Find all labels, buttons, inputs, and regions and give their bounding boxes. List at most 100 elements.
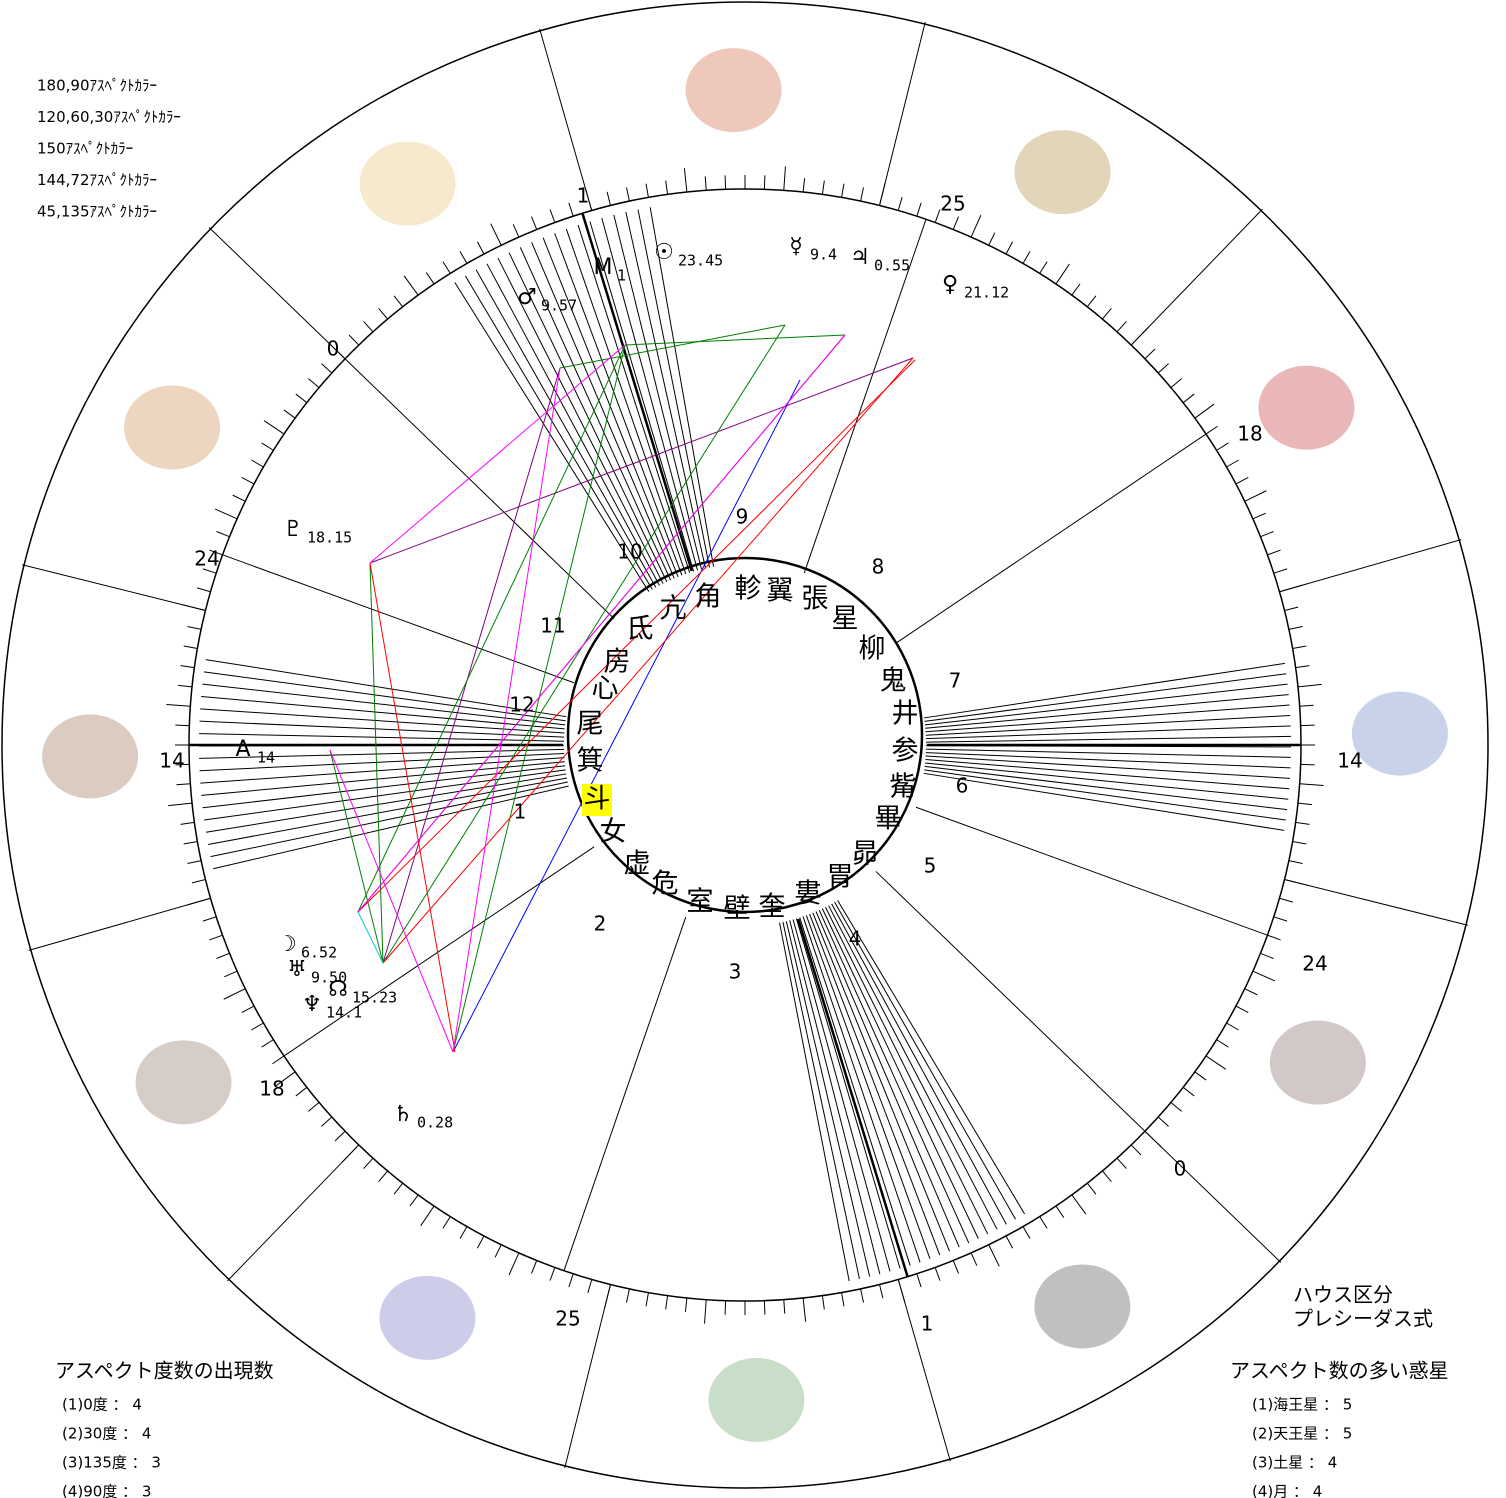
degree-tick bbox=[646, 184, 648, 198]
degree-tick bbox=[822, 181, 824, 195]
degree-tick bbox=[192, 880, 206, 883]
degree-tick bbox=[1245, 989, 1258, 995]
sign-boundary bbox=[227, 1145, 358, 1281]
degree-tick bbox=[626, 1289, 629, 1303]
planet-degree: 23.45 bbox=[678, 252, 723, 270]
fan-line bbox=[925, 695, 1288, 729]
sign-image bbox=[360, 142, 456, 226]
planet-degree: 0.28 bbox=[417, 1114, 453, 1132]
degree-tick bbox=[1006, 242, 1013, 254]
cusp-degree: 0 bbox=[1174, 1157, 1187, 1181]
chart: 180,90ｱｽﾍﾟｸﾄｶﾗｰ120,60,30ｱｽﾍﾟｸﾄｶﾗｰ150ｱｽﾍﾟ… bbox=[0, 0, 1506, 1498]
mansion: 壁 bbox=[724, 894, 751, 925]
planet-degree: 9.4 bbox=[810, 246, 837, 264]
fan-line bbox=[199, 745, 564, 746]
degree-tick bbox=[1261, 531, 1274, 536]
degree-tick bbox=[184, 842, 198, 844]
top-planets-title: アスペクト数の多い惑星 bbox=[1230, 1359, 1449, 1383]
degree-tick bbox=[1300, 784, 1324, 786]
house-number: 4 bbox=[849, 927, 862, 951]
degree-tick bbox=[1300, 705, 1314, 706]
fan-line bbox=[213, 786, 569, 869]
page: 180,90ｱｽﾍﾟｸﾄｶﾗｰ120,60,30ｱｽﾍﾟｸﾄｶﾗｰ150ｱｽﾍﾟ… bbox=[0, 0, 1506, 1498]
degree-tick bbox=[1236, 477, 1248, 484]
degree-tick bbox=[1072, 1195, 1086, 1214]
degree-tick bbox=[1296, 666, 1310, 668]
fan-line bbox=[926, 749, 1291, 757]
house-cusp bbox=[564, 917, 686, 1271]
degree-tick bbox=[181, 822, 195, 824]
cusp-degree: 25 bbox=[555, 1307, 580, 1331]
legend-entry: 144,72ｱｽﾍﾟｸﾄｶﾗｰ bbox=[37, 171, 157, 189]
degree-tick bbox=[187, 898, 210, 905]
degree-tick bbox=[1236, 1006, 1248, 1013]
degree-tick bbox=[705, 1300, 707, 1324]
sign-boundary bbox=[1284, 880, 1467, 926]
mansion: 氐 bbox=[627, 614, 654, 645]
aspect-line bbox=[370, 563, 455, 1052]
house-number: 11 bbox=[540, 614, 565, 638]
mansion: 斗 bbox=[584, 784, 611, 815]
planet-glyph: ♇ bbox=[283, 517, 303, 542]
degree-tick bbox=[626, 187, 629, 201]
degree-tick bbox=[379, 1171, 388, 1182]
degree-tick bbox=[784, 166, 786, 190]
planet-glyph: ♄ bbox=[393, 1102, 413, 1127]
cusp-degree: 1 bbox=[921, 1312, 934, 1336]
degree-tick bbox=[394, 1183, 403, 1194]
degree-tick bbox=[242, 477, 254, 484]
degree-tick bbox=[187, 626, 201, 629]
planet-degree: 0.55 bbox=[874, 257, 910, 275]
planet-glyph: ☉ bbox=[654, 240, 674, 265]
degree-tick bbox=[364, 1158, 373, 1168]
degree-tick bbox=[1040, 1217, 1047, 1229]
degree-tick bbox=[1171, 379, 1182, 388]
planet-glyph: ♃ bbox=[850, 245, 870, 270]
sign-image bbox=[379, 1276, 475, 1360]
top-planets-item: (4)月 ： 4 bbox=[1252, 1483, 1322, 1498]
cusp-degree: 14 bbox=[159, 749, 184, 773]
degree-tick bbox=[1102, 308, 1111, 319]
degree-tick bbox=[1023, 1227, 1030, 1239]
sign-image bbox=[1034, 1264, 1130, 1348]
planet-degree: 14.1 bbox=[326, 1004, 362, 1022]
fan-line bbox=[796, 919, 900, 1269]
mansion: 柳 bbox=[859, 634, 886, 665]
fan-line bbox=[925, 760, 1289, 789]
sign-boundary bbox=[898, 1279, 950, 1461]
sign-image bbox=[136, 1040, 232, 1124]
degree-tick bbox=[784, 1300, 785, 1314]
aspect-line bbox=[358, 345, 625, 912]
degree-tick bbox=[1087, 1183, 1096, 1194]
degree-tick bbox=[477, 1236, 484, 1248]
aspect-count-title: アスペクト度数の出現数 bbox=[55, 1359, 274, 1383]
legend-entry: 150ｱｽﾍﾟｸﾄｶﾗｰ bbox=[37, 140, 133, 158]
degree-tick bbox=[217, 953, 230, 958]
legend-entry: 45,135ｱｽﾍﾟｸﾄｶﾗｰ bbox=[37, 203, 157, 221]
degree-tick bbox=[460, 1227, 467, 1239]
fan-line bbox=[926, 736, 1291, 742]
degree-tick bbox=[262, 1040, 274, 1047]
degree-tick bbox=[233, 495, 246, 501]
mansion: 奎 bbox=[759, 892, 786, 923]
fan-line bbox=[819, 910, 969, 1243]
aspect-line bbox=[625, 335, 845, 345]
degree-tick bbox=[803, 178, 804, 192]
degree-tick bbox=[1284, 880, 1307, 886]
planet-glyph: ☽ bbox=[277, 932, 297, 957]
planet-degree: 14 bbox=[257, 749, 275, 767]
degree-tick bbox=[460, 251, 467, 263]
degree-tick bbox=[264, 421, 284, 434]
degree-tick bbox=[989, 233, 995, 246]
degree-tick bbox=[321, 1117, 331, 1126]
degree-tick bbox=[251, 1023, 263, 1030]
house-number: 2 bbox=[594, 912, 607, 936]
planet-degree: 21.12 bbox=[964, 284, 1009, 302]
sign-boundary bbox=[880, 22, 926, 205]
degree-tick bbox=[1279, 898, 1292, 902]
degree-tick bbox=[176, 784, 190, 785]
degree-tick bbox=[224, 971, 237, 977]
degree-tick bbox=[166, 705, 190, 707]
degree-tick bbox=[705, 176, 706, 190]
degree-tick bbox=[861, 187, 864, 201]
